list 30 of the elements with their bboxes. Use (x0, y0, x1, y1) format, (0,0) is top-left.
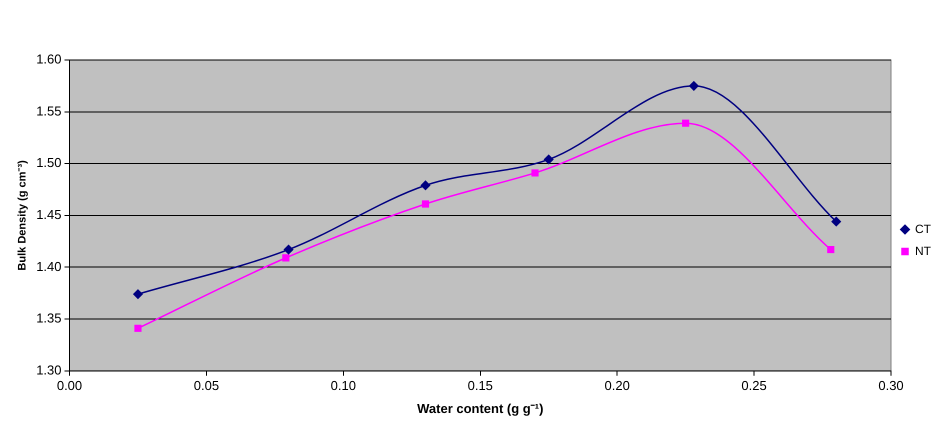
point (133, 289, 143, 299)
point (284, 244, 294, 254)
point (831, 216, 841, 226)
y-tick-label: 1.55 (36, 103, 62, 118)
x-tick-label: 0.05 (194, 378, 220, 394)
x-tick-label: 0.15 (468, 378, 493, 394)
point (827, 246, 834, 254)
x-tick-label: 0.25 (741, 378, 767, 394)
point (134, 324, 142, 332)
y-tick-label: 1.35 (36, 310, 62, 326)
x-tick-label: 0.30 (878, 378, 904, 394)
y-tick-label: 1.30 (36, 362, 62, 378)
point (689, 81, 699, 91)
y-tick-label: 1.50 (36, 155, 62, 170)
x-tick-label: 0.00 (56, 378, 82, 394)
point (682, 120, 690, 127)
point (420, 180, 430, 190)
y-tick-label: 1.60 (36, 52, 62, 67)
point (282, 254, 290, 262)
point (531, 169, 539, 177)
y-tick-label: 1.45 (36, 206, 62, 222)
x-axis-title: Water content (g g⁻¹) (417, 400, 544, 416)
point (422, 200, 430, 208)
point (544, 154, 554, 164)
x-tick-label: 0.20 (604, 378, 630, 394)
legend-label: CT (915, 222, 932, 236)
y-tick-label: 1.40 (36, 258, 62, 274)
y-axis-title: Bulk Density (g cm⁻³) (16, 160, 29, 271)
legend-label: NT (915, 244, 932, 258)
x-tick-label: 0.10 (330, 378, 356, 394)
